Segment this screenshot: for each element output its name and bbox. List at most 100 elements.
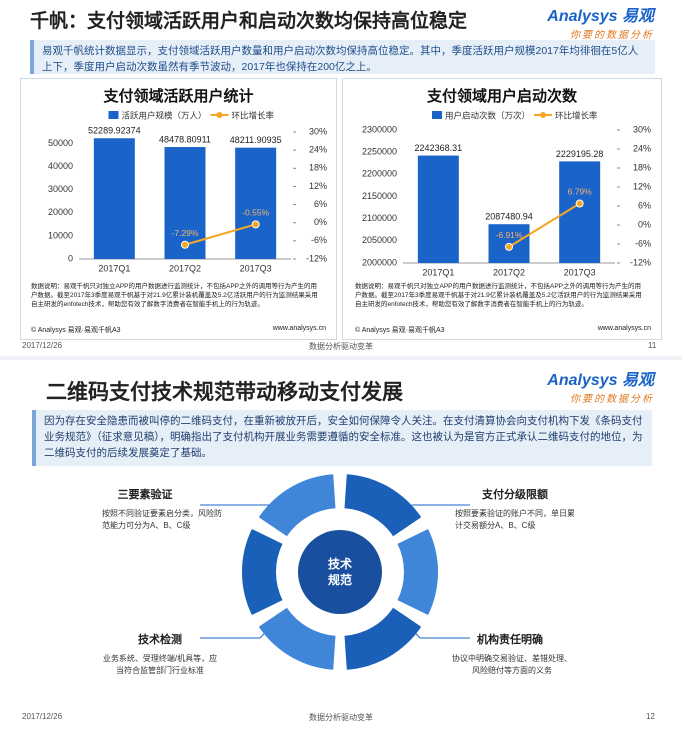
bar-value-label: 2229195.28 <box>556 149 604 159</box>
bar-value-label: 48478.80911 <box>159 134 211 144</box>
chart-source: © Analysys 易观·易观千帆A3 <box>355 327 445 334</box>
footer: 数据分析驱动变革 <box>309 342 373 351</box>
bar-value-label: 48211.90935 <box>230 135 282 145</box>
y-tick-label: 2300000 <box>362 124 397 134</box>
chart-panel: 支付领域用户启动次数 2000000 2050000 2100000 2150000 22… <box>342 78 662 340</box>
legend-label: 用户启动次数（万次） <box>445 110 530 120</box>
chart-panel: 支付领域活跃用户统计 0 10000 20000 30000 40000 50000 30% 2… <box>20 78 337 340</box>
summary: 因为存在安全隐患而被叫停的二维码支付，在重新被放开后，安全如何保障令人关注。在支… <box>32 410 652 466</box>
y2-tick-label: 0% <box>314 217 327 227</box>
date: 2017/12/26 <box>22 341 63 350</box>
x-tick-label: 2017Q1 <box>98 263 130 273</box>
y2-tick-label: 0% <box>638 219 651 229</box>
line <box>184 223 256 246</box>
line <box>508 202 581 248</box>
line-value-label: -7.29% <box>172 228 199 238</box>
y-tick-label: 20000 <box>48 207 73 217</box>
y-tick-label: 2000000 <box>362 257 397 267</box>
x-tick-label: 2017Q2 <box>493 267 525 277</box>
bar-value-label: 52289.92374 <box>88 126 141 136</box>
line-point <box>575 199 584 208</box>
y2-tick-label: 6% <box>314 199 327 209</box>
y2-tick-label: 24% <box>633 143 651 153</box>
y2-tick-label: 30% <box>633 124 651 134</box>
logo-tagline: 你要的数据分析 <box>570 394 654 405</box>
bar <box>235 147 277 259</box>
logo-brand: Analysys 易观 <box>547 372 654 389</box>
chart: 支付领域活跃用户统计 0 10000 20000 30000 40000 50000 30% 2… <box>48 87 327 273</box>
x-tick-label: 2017Q3 <box>240 263 272 273</box>
line-point <box>181 240 189 249</box>
y2-tick-label: 30% <box>309 126 327 136</box>
item-text: 业务系统、受理终端/机具等，应当符合监管部门行业标准 <box>102 654 218 675</box>
y-tick-label: 30000 <box>48 184 73 194</box>
logo: Analysys 易观 你要的数据分析 <box>547 2 654 41</box>
x-tick-label: 2017Q2 <box>169 263 201 273</box>
logo: Analysys 易观 你要的数据分析 <box>547 366 654 405</box>
legend-swatch <box>540 112 546 118</box>
center-label: 技术 <box>328 556 352 571</box>
logo-brand: Analysys 易观 <box>547 8 654 25</box>
y2-tick-label: -6% <box>635 238 651 248</box>
y-tick-label: 2150000 <box>362 191 397 201</box>
ring-segment <box>344 607 422 670</box>
item-title: 支付分级限额 <box>482 489 548 501</box>
bar <box>93 138 135 259</box>
y2-tick-label: 24% <box>309 145 327 155</box>
diagram: 技术 规范 <box>200 474 470 670</box>
slide-title: 千帆：支付领域活跃用户和启动次数均保持高位稳定 <box>30 11 468 32</box>
y-tick-label: 2200000 <box>362 169 397 179</box>
y-tick-label: 50000 <box>48 138 73 148</box>
legend-swatch <box>108 111 119 119</box>
summary: 易观千帆统计数据显示，支付领域活跃用户数量和用户启动次数均保持高位稳定。其中，季… <box>30 40 655 74</box>
y2-tick-label: 12% <box>633 181 651 191</box>
y2-tick-label: -12% <box>306 253 327 263</box>
y-tick-label: 10000 <box>48 230 73 240</box>
ring-segment <box>258 607 336 670</box>
y-tick-label: 2250000 <box>362 147 397 157</box>
ring-segment <box>344 474 422 537</box>
divider <box>0 356 682 360</box>
y2-tick-label: 18% <box>309 163 327 173</box>
bar <box>417 155 459 263</box>
y2-tick-label: -6% <box>311 235 327 245</box>
footer: 数据分析驱动变革 <box>309 713 373 722</box>
y2-tick-label: 18% <box>633 162 651 172</box>
chart: 支付领域用户启动次数 2000000 2050000 2100000 2150000 22… <box>362 87 651 277</box>
y-tick-label: 2050000 <box>362 235 397 245</box>
item-text: 按照不同验证要素启分类，风险防范能力可分为A、B、C级 <box>102 509 222 530</box>
x-tick-label: 2017Q3 <box>564 267 596 277</box>
line-value-label: 6.79% <box>568 187 593 197</box>
center-label: 规范 <box>328 572 352 587</box>
item-title: 三要素验证 <box>117 489 173 501</box>
chart-note: 数据说明：易观千帆只对独立APP的用户数据进行监测统计，不包括APP之外的调用等… <box>31 283 318 308</box>
logo-tagline: 你要的数据分析 <box>570 30 654 41</box>
item-text: 按照要素验证的账户不同，单日累计交易额分A、B、C级 <box>455 509 575 530</box>
chart-title: 支付领域活跃用户统计 <box>102 87 253 105</box>
slide-title: 二维码支付技术规范带动移动支付发展 <box>46 381 403 404</box>
line-point <box>505 242 513 251</box>
bar-value-label: 2242368.31 <box>415 143 463 153</box>
ring-segment <box>397 529 439 615</box>
bar-value-label: 2087480.94 <box>485 212 533 222</box>
line-value-label: -0.55% <box>242 208 269 218</box>
y-tick-label: 0 <box>68 253 73 263</box>
date: 2017/12/26 <box>22 712 63 721</box>
item-title: 机构责任明确 <box>477 634 543 646</box>
legend-label: 环比增长率 <box>232 110 275 120</box>
ring-segment <box>258 474 336 537</box>
chart-note: 数据说明：易观千帆只对独立APP的用户数据进行监测统计，不包括APP之外的调用等… <box>355 283 642 308</box>
y-tick-label: 2100000 <box>362 213 397 223</box>
chart-website: www.analysys.cn <box>272 325 326 332</box>
x-tick-label: 2017Q1 <box>422 267 454 277</box>
page-number: 11 <box>648 341 657 350</box>
y2-tick-label: -12% <box>630 257 651 267</box>
page-number: 12 <box>646 712 655 721</box>
line-value-label: -6.91% <box>496 230 523 240</box>
legend-swatch <box>432 111 442 119</box>
chart-website: www.analysys.cn <box>597 325 651 332</box>
y2-tick-label: 12% <box>309 181 327 191</box>
center-circle <box>298 530 382 614</box>
legend-label: 活跃用户规模（万人） <box>122 110 207 120</box>
